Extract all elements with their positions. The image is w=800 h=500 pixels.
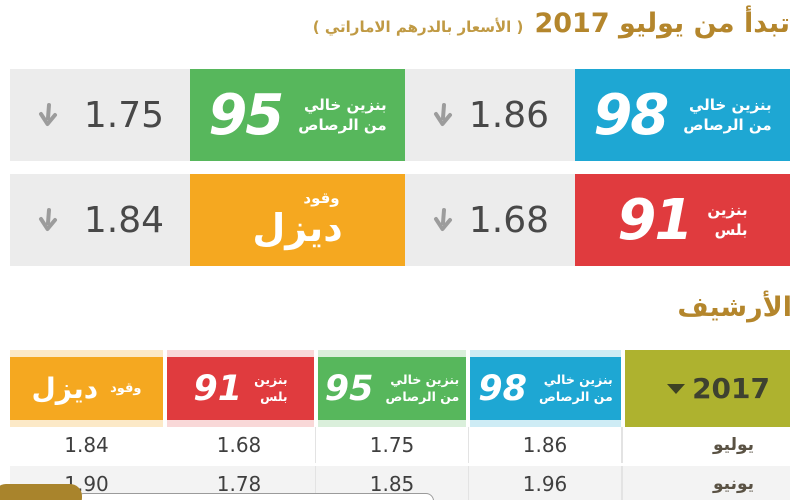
year-dropdown[interactable]: 2017: [625, 350, 790, 427]
column-header-diesel-number: ديزل: [31, 372, 99, 405]
down-arrow-icon: [434, 208, 452, 231]
fuel-card-98: بنزين خالي من الرصاص 98: [575, 69, 790, 161]
archive-section-title: الأرشيف: [677, 292, 792, 323]
table-cell-diesel: 1.84: [64, 433, 109, 457]
fuel-card-95-label-line2: من الرصاص: [298, 116, 387, 134]
column-header-91-label: بنزين بلس: [254, 372, 288, 404]
page-title: تبدأ من يوليو 2017: [534, 8, 790, 39]
table-cell-91: 1.68: [163, 427, 316, 463]
price-cell-98: 1.86: [405, 69, 575, 161]
fuel-card-95-label-line1: بنزين خالي: [303, 95, 387, 114]
fuel-card-diesel-label: وقود: [303, 189, 340, 208]
price-95: 1.75: [83, 94, 164, 136]
table-cell-98: 1.86: [469, 427, 622, 463]
column-header-98-label: بنزين خالي من الرصاص: [539, 372, 613, 404]
fuel-card-98-label-line1: بنزين خالي: [688, 95, 772, 114]
price-cell-91: 1.68: [405, 174, 575, 266]
price-cell-95: 1.75: [10, 69, 190, 161]
fuel-card-98-number: 98: [593, 82, 669, 148]
fuel-card-91: بنزين بلس 91: [575, 174, 790, 266]
price-diesel: 1.84: [83, 199, 164, 241]
fuel-card-98-label: بنزين خالي من الرصاص: [683, 95, 771, 136]
price-cell-diesel: 1.84: [10, 174, 190, 266]
column-header-98: بنزين خالي من الرصاص 98: [470, 350, 621, 427]
column-header-95: بنزين خالي من الرصاص 95: [318, 350, 466, 427]
down-arrow-icon: [39, 208, 57, 231]
price-91: 1.68: [468, 199, 549, 241]
price-98: 1.86: [468, 94, 549, 136]
column-header-95-number: 95: [324, 368, 374, 409]
tooltip-box: [76, 493, 434, 500]
month-label: يونيو: [622, 466, 790, 500]
fuel-card-95-number: 95: [208, 82, 284, 148]
fuel-card-91-label: بنزين بلس: [707, 200, 747, 241]
page-subtitle: ( الأسعار بالدرهم الاماراتي ): [312, 18, 524, 36]
column-header-diesel: وقود ديزل: [10, 350, 163, 427]
fuel-row-bottom: بنزين بلس 91 1.68 وقود ديزل 1.84: [10, 174, 790, 266]
archive-table-header: 2017 بنزين خالي من الرصاص 98 بنزين خالي …: [10, 350, 790, 427]
column-header-98-number: 98: [478, 368, 528, 409]
fuel-card-diesel: وقود ديزل: [190, 174, 405, 266]
fuel-card-91-label-line2: بلس: [714, 221, 748, 239]
column-header-91: بنزين بلس 91: [167, 350, 314, 427]
fuel-card-95-label: بنزين خالي من الرصاص: [298, 95, 386, 136]
fuel-card-91-label-line1: بنزين: [707, 200, 748, 219]
page-header: تبدأ من يوليو 2017 ( الأسعار بالدرهم الا…: [10, 8, 790, 39]
year-dropdown-value: 2017: [692, 372, 770, 405]
column-header-diesel-label: وقود: [110, 381, 142, 396]
fuel-row-top: بنزين خالي من الرصاص 98 1.86 بنزين خالي …: [10, 69, 790, 161]
table-cell-95: 1.85: [316, 466, 469, 500]
chevron-down-icon: [667, 383, 685, 394]
fuel-card-diesel-number: ديزل: [252, 206, 343, 251]
down-arrow-icon: [39, 103, 57, 126]
down-arrow-icon: [434, 103, 452, 126]
table-cell-95: 1.75: [316, 427, 469, 463]
fuel-card-95: بنزين خالي من الرصاص 95: [190, 69, 405, 161]
table-cell-98: 1.96: [469, 466, 622, 500]
month-label: يوليو: [622, 427, 790, 463]
column-header-91-number: 91: [193, 368, 243, 409]
column-header-95-label: بنزين خالي من الرصاص: [385, 372, 460, 404]
fuel-card-91-number: 91: [617, 187, 693, 253]
fuel-card-98-label-line2: من الرصاص: [683, 116, 772, 134]
table-cell-91: 1.78: [163, 466, 316, 500]
table-row: يوليو 1.86 1.75 1.68 1.84: [10, 427, 790, 463]
tooltip-gold-tab: [0, 484, 82, 500]
